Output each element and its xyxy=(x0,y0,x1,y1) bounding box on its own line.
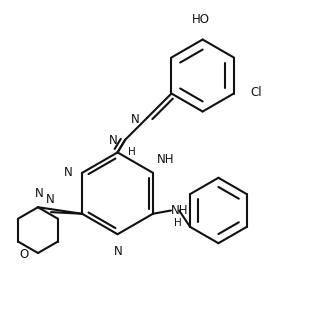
Text: NH: NH xyxy=(171,204,188,217)
Text: N: N xyxy=(35,187,44,200)
Text: NH: NH xyxy=(157,153,174,166)
Text: N: N xyxy=(46,193,55,206)
Text: HO: HO xyxy=(192,13,210,26)
Text: H: H xyxy=(174,218,182,228)
Text: Cl: Cl xyxy=(251,86,262,99)
Text: N: N xyxy=(109,134,118,147)
Text: N: N xyxy=(64,166,72,179)
Text: O: O xyxy=(19,248,28,261)
Text: H: H xyxy=(128,147,136,157)
Text: N: N xyxy=(114,245,122,258)
Text: N: N xyxy=(131,113,140,126)
